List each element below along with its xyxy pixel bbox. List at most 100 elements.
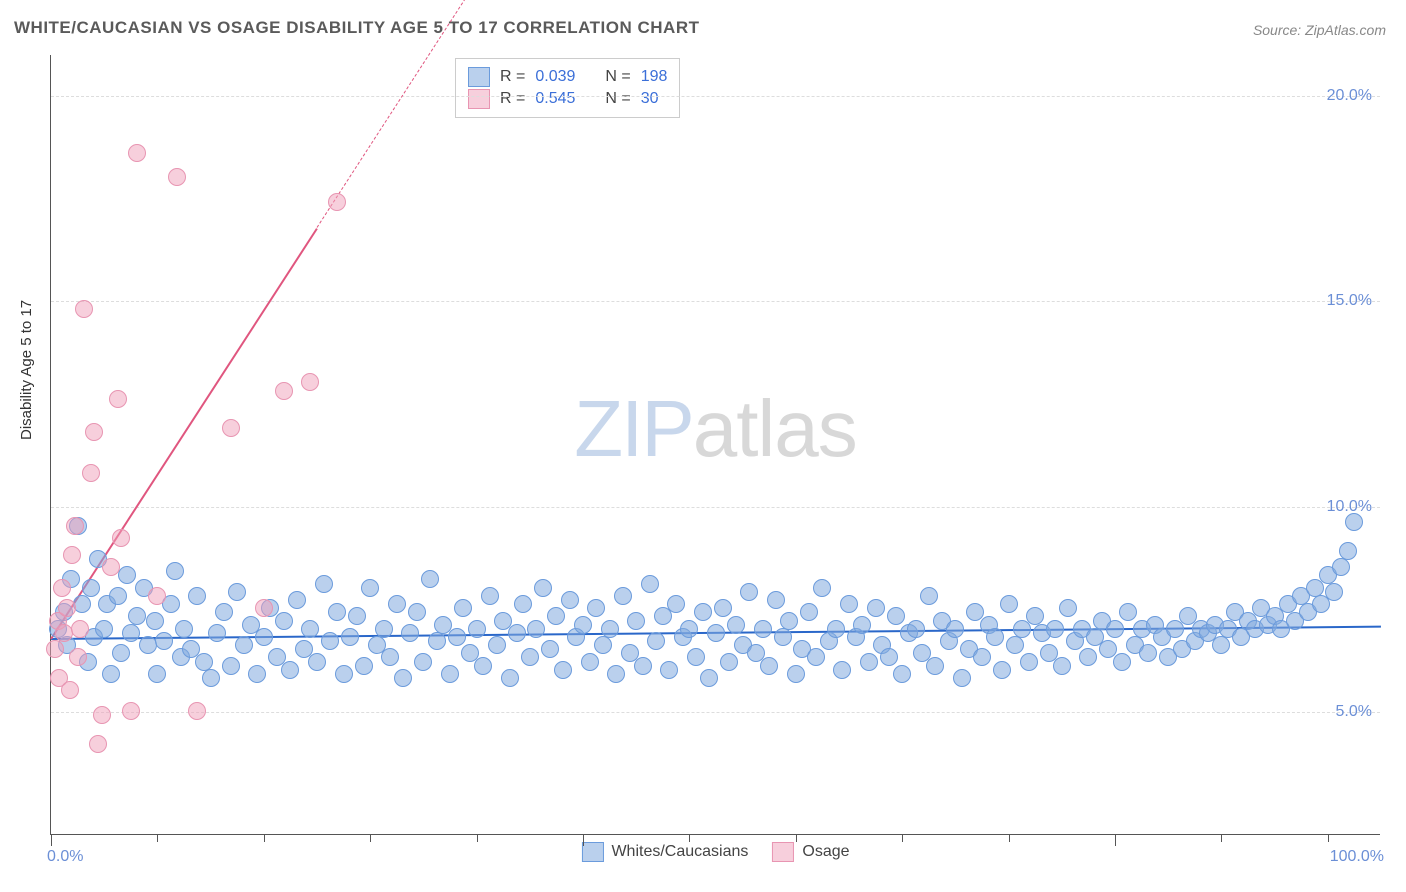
data-point (754, 620, 772, 638)
data-point (587, 599, 605, 617)
data-point (946, 620, 964, 638)
data-point (288, 591, 306, 609)
data-point (647, 632, 665, 650)
data-point (527, 620, 545, 638)
data-point (986, 628, 1004, 646)
data-point (315, 575, 333, 593)
data-point (760, 657, 778, 675)
data-point (787, 665, 805, 683)
xtick (157, 834, 158, 842)
data-point (581, 653, 599, 671)
data-point (887, 607, 905, 625)
data-point (71, 620, 89, 638)
data-point (301, 373, 319, 391)
stat-r-value: 0.545 (535, 90, 575, 108)
data-point (408, 603, 426, 621)
data-point (534, 579, 552, 597)
plot-area: ZIPatlas R =0.039N =198R =0.545N = 30 Wh… (50, 55, 1380, 835)
xtick (689, 834, 690, 842)
data-point (188, 587, 206, 605)
data-point (146, 612, 164, 630)
data-point (414, 653, 432, 671)
data-point (361, 579, 379, 597)
data-point (740, 583, 758, 601)
legend-swatch (581, 842, 603, 862)
stat-n-value: 198 (641, 68, 668, 86)
xtick (1009, 834, 1010, 842)
data-point (69, 648, 87, 666)
data-point (1113, 653, 1131, 671)
data-point (401, 624, 419, 642)
data-point (727, 616, 745, 634)
ytick-label: 5.0% (1336, 703, 1372, 721)
xtick (477, 834, 478, 842)
data-point (321, 632, 339, 650)
data-point (1332, 558, 1350, 576)
data-point (428, 632, 446, 650)
stats-legend-row: R =0.039N =198 (468, 67, 667, 87)
data-point (767, 591, 785, 609)
data-point (1345, 513, 1363, 531)
source-attribution: Source: ZipAtlas.com (1253, 22, 1386, 38)
data-point (594, 636, 612, 654)
data-point (63, 546, 81, 564)
data-point (840, 595, 858, 613)
data-point (508, 624, 526, 642)
legend-swatch (772, 842, 794, 862)
data-point (215, 603, 233, 621)
ytick-label: 20.0% (1327, 87, 1372, 105)
data-point (1325, 583, 1343, 601)
data-point (109, 390, 127, 408)
data-point (774, 628, 792, 646)
data-point (275, 382, 293, 400)
data-point (807, 648, 825, 666)
data-point (175, 620, 193, 638)
stat-r-label: R = (500, 68, 525, 86)
y-axis-label: Disability Age 5 to 17 (18, 300, 35, 440)
data-point (228, 583, 246, 601)
data-point (355, 657, 373, 675)
stat-n-label: N = (605, 90, 630, 108)
data-point (1059, 599, 1077, 617)
data-point (66, 517, 84, 535)
data-point (1079, 648, 1097, 666)
data-point (953, 669, 971, 687)
xtick-label: 0.0% (47, 848, 83, 866)
data-point (85, 423, 103, 441)
xtick (264, 834, 265, 842)
data-point (112, 529, 130, 547)
data-point (601, 620, 619, 638)
data-point (46, 640, 64, 658)
data-point (827, 620, 845, 638)
data-point (58, 599, 76, 617)
ytick-label: 10.0% (1327, 498, 1372, 516)
xtick (1328, 834, 1329, 842)
data-point (255, 628, 273, 646)
stats-legend: R =0.039N =198R =0.545N = 30 (455, 58, 680, 118)
data-point (421, 570, 439, 588)
xtick-label: 100.0% (1330, 848, 1384, 866)
data-point (255, 599, 273, 617)
data-point (1212, 636, 1230, 654)
legend-label: Whites/Caucasians (611, 843, 748, 861)
data-point (501, 669, 519, 687)
data-point (118, 566, 136, 584)
data-point (720, 653, 738, 671)
data-point (448, 628, 466, 646)
data-point (102, 665, 120, 683)
watermark-atlas: atlas (693, 384, 857, 473)
data-point (1339, 542, 1357, 560)
data-point (641, 575, 659, 593)
data-point (860, 653, 878, 671)
data-point (1020, 653, 1038, 671)
data-point (893, 665, 911, 683)
data-point (488, 636, 506, 654)
data-point (102, 558, 120, 576)
data-point (308, 653, 326, 671)
watermark-zip: ZIP (574, 384, 692, 473)
gridline (51, 96, 1380, 97)
data-point (926, 657, 944, 675)
gridline (51, 712, 1380, 713)
data-point (627, 612, 645, 630)
xtick (1221, 834, 1222, 842)
